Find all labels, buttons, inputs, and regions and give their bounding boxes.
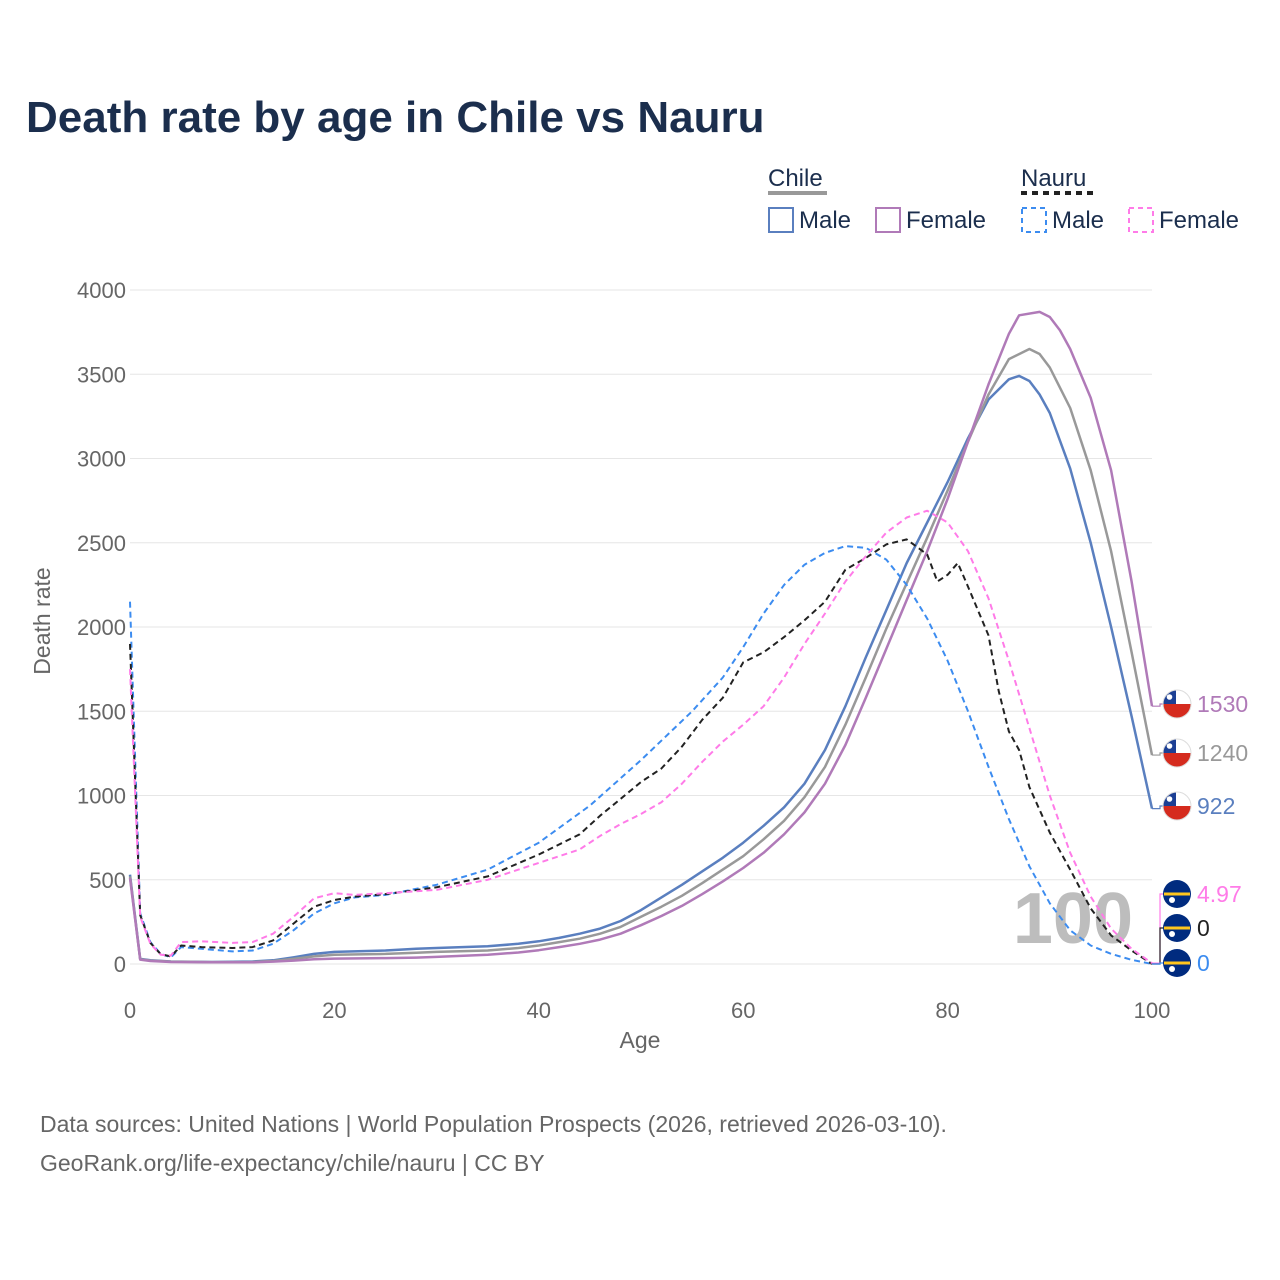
y-tick-label: 1500 (77, 699, 126, 724)
legend-chile-male-label: Male (799, 207, 851, 234)
legend: Chile Nauru Male Female Male Female (768, 165, 1239, 234)
y-tick-label: 3000 (77, 447, 126, 472)
source-line-1: Data sources: United Nations | World Pop… (40, 1111, 947, 1137)
x-tick-label: 20 (322, 998, 346, 1023)
y-axis-label: Death rate (29, 567, 55, 674)
x-axis-label: Age (620, 1027, 661, 1053)
legend-chile-male-swatch (768, 207, 794, 233)
legend-nauru-female-swatch (1128, 207, 1154, 233)
end-label-value: 0 (1197, 915, 1210, 941)
y-tick-label: 0 (114, 952, 126, 977)
chile-flag-icon (1162, 791, 1192, 821)
y-tick-label: 4000 (77, 278, 126, 303)
y-tick-label: 2000 (77, 615, 126, 640)
x-tick-label: 80 (935, 998, 959, 1023)
series-lines (128, 310, 1154, 965)
y-tick-label: 1000 (77, 784, 126, 809)
legend-nauru-male-swatch (1021, 207, 1047, 233)
legend-nauru-male-label: Male (1052, 207, 1104, 234)
legend-nauru-female-label: Female (1159, 207, 1239, 234)
nauru-flag-icon (1163, 949, 1191, 977)
end-label-value: 4.97 (1197, 881, 1242, 907)
nauru-flag-icon (1163, 914, 1191, 942)
gridlines (130, 289, 1152, 965)
chile-flag-icon (1162, 738, 1192, 768)
y-axis: 0 500 1000 1500 2000 2500 3000 3500 4000 (77, 278, 126, 977)
chile-flag-icon (1162, 689, 1192, 719)
nauru-flag-icon (1163, 880, 1191, 908)
legend-group-nauru: Nauru (1021, 165, 1086, 192)
x-tick-label: 100 (1134, 998, 1171, 1023)
age-watermark: 100 (1013, 879, 1133, 959)
x-tick-label: 40 (527, 998, 551, 1023)
series-line-chile-total (128, 347, 1154, 964)
end-label-value: 922 (1197, 793, 1235, 819)
source-line-2[interactable]: GeoRank.org/life-expectancy/chile/nauru … (40, 1150, 545, 1176)
legend-chile-female-swatch (875, 207, 901, 233)
series-line-chile-male (128, 374, 1154, 964)
end-labels: 1530 1240 922 4.97 0 0 (1152, 689, 1248, 977)
y-tick-label: 2500 (77, 531, 126, 556)
series-line-nauru-male (129, 545, 1153, 965)
legend-group-chile: Chile (768, 165, 823, 192)
x-tick-label: 60 (731, 998, 755, 1023)
end-label-value: 1530 (1197, 691, 1248, 717)
end-label-value: 0 (1197, 950, 1210, 976)
x-tick-label: 0 (124, 998, 136, 1023)
y-tick-label: 500 (89, 868, 126, 893)
chart-title: Death rate by age in Chile vs Nauru (26, 93, 764, 142)
end-label-value: 1240 (1197, 740, 1248, 766)
series-line-nauru-total (129, 538, 1153, 965)
x-axis: 0 20 40 60 80 100 (124, 998, 1170, 1023)
series-line-chile-female (128, 310, 1154, 964)
series-line-nauru-female (129, 509, 1153, 965)
y-tick-label: 3500 (77, 362, 126, 387)
legend-chile-female-label: Female (906, 207, 986, 234)
